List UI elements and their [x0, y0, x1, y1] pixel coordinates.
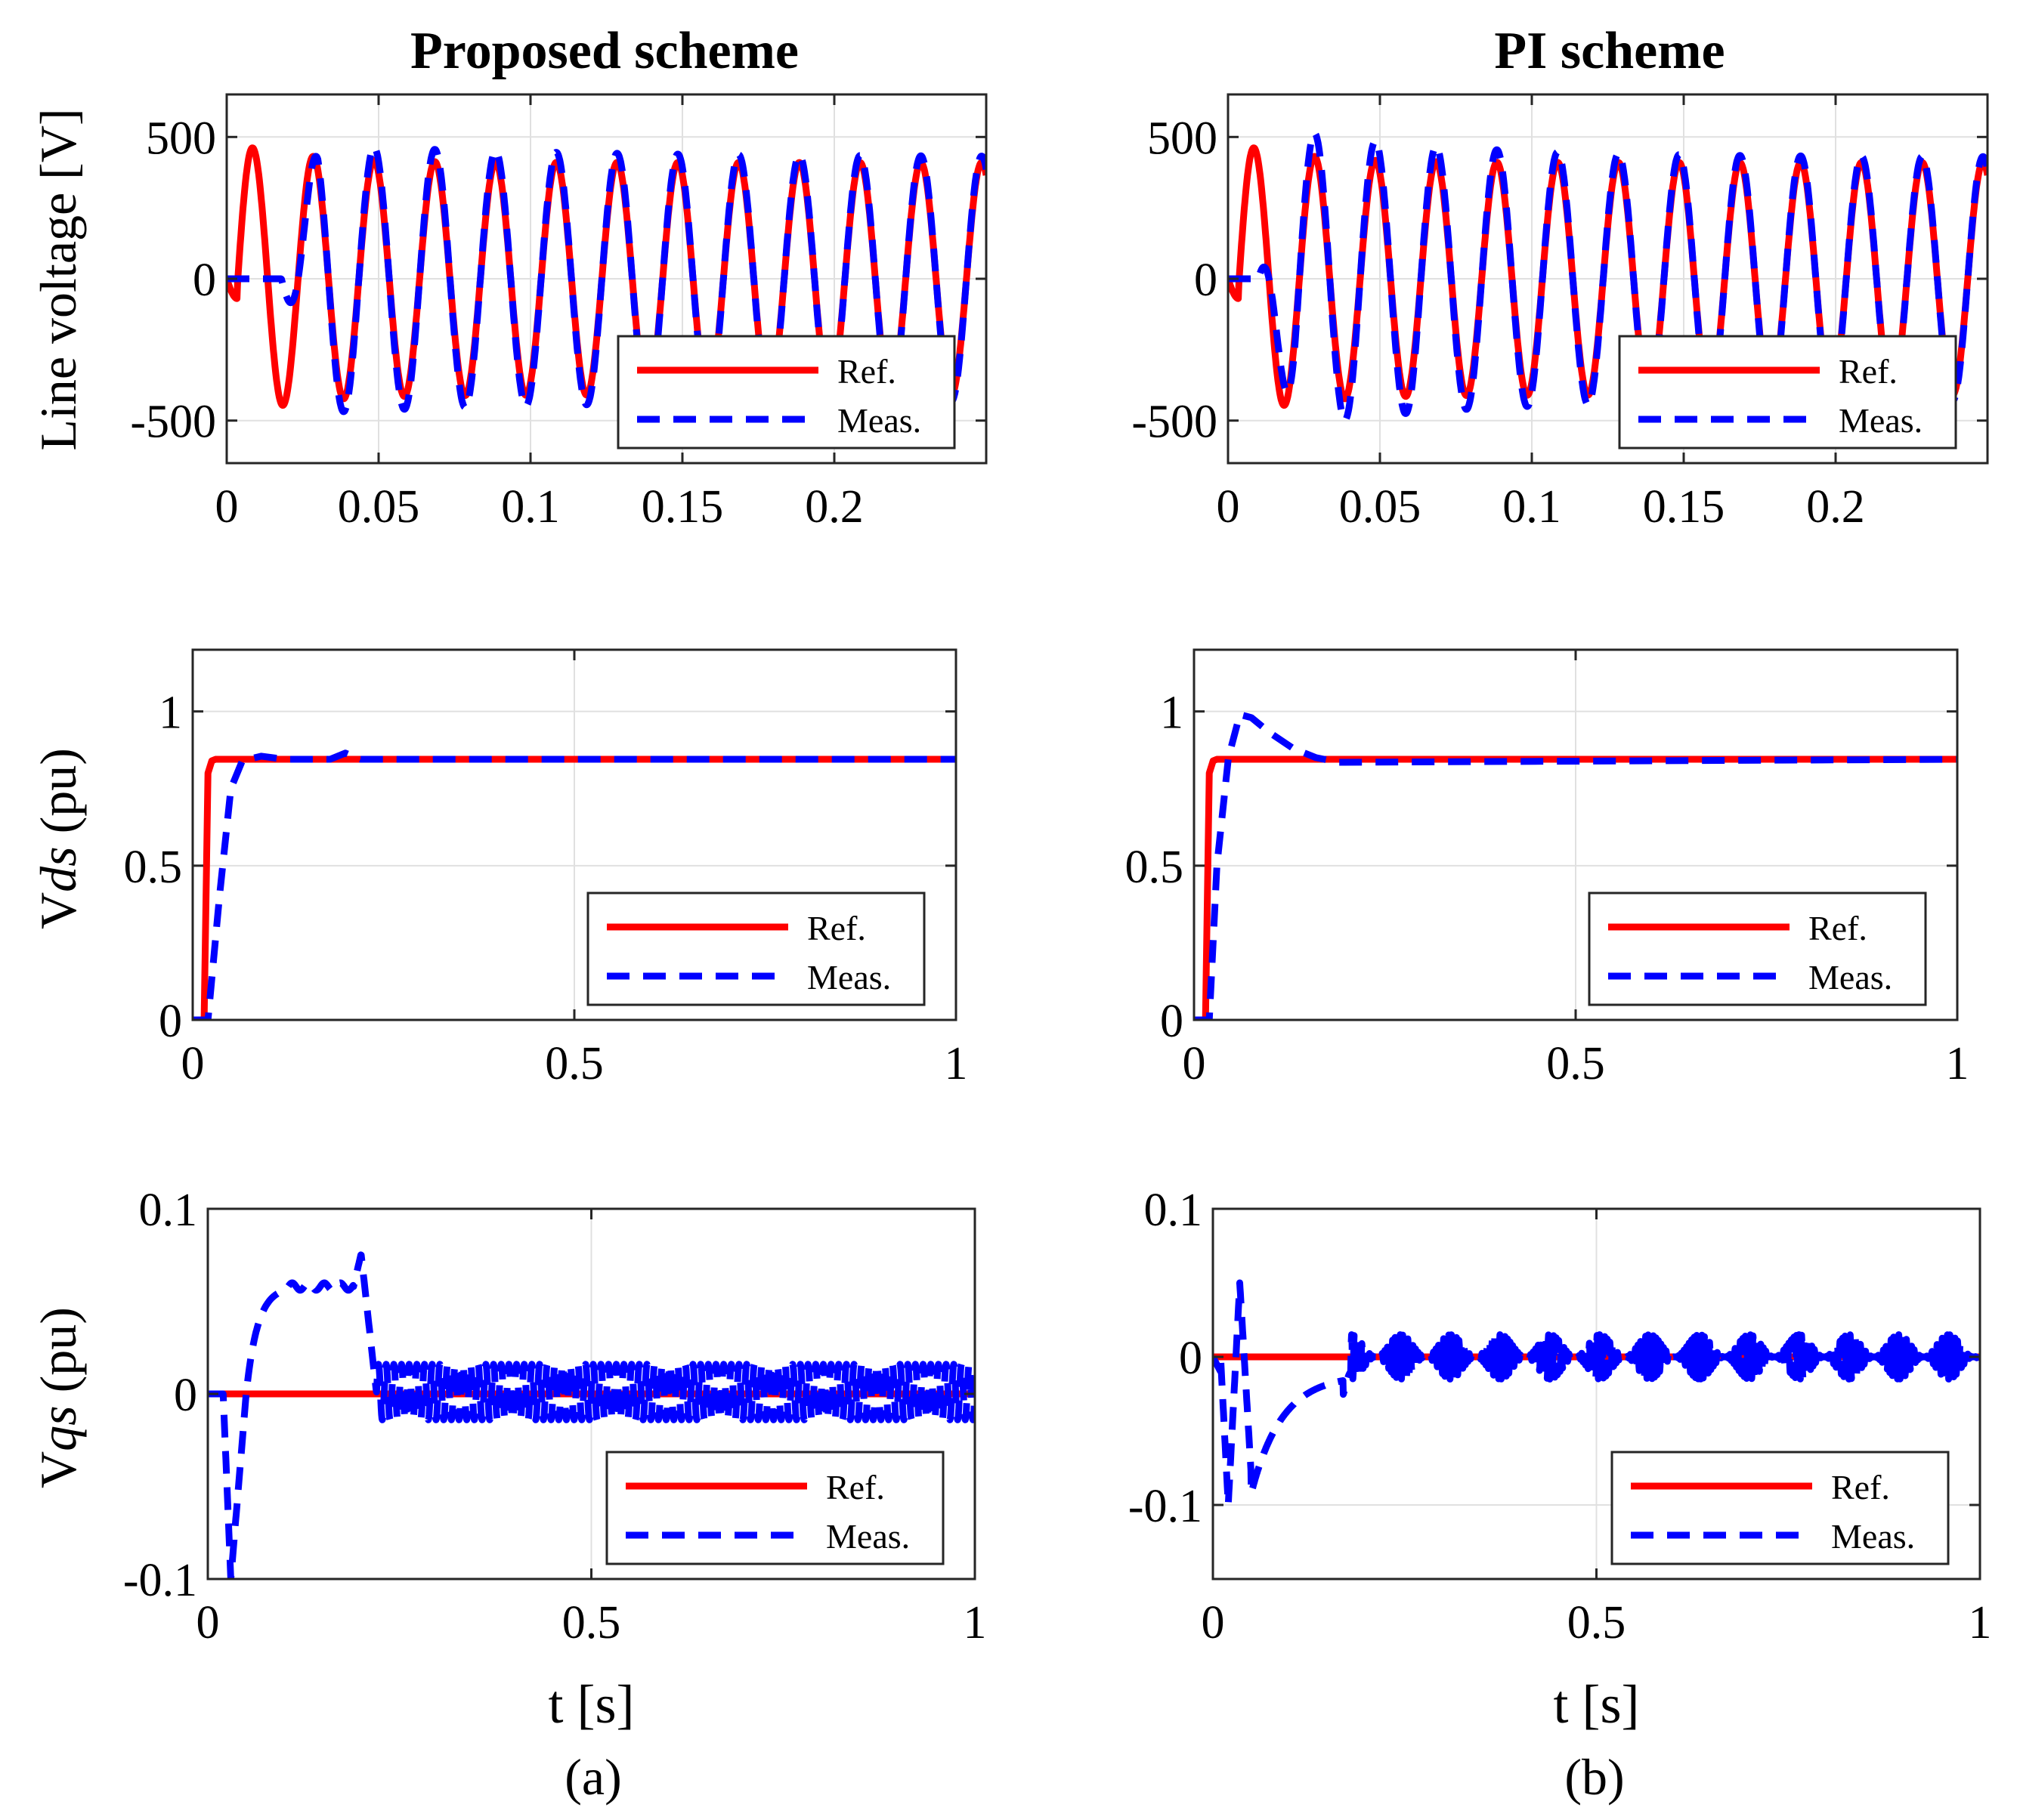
legend: Ref. Meas. [605, 1451, 945, 1565]
y-tick-label: 0 [1160, 996, 1183, 1047]
chart-a-vqs: 0 0.5 1-0.100.1t [s]Ref.Meas. [123, 1185, 987, 1735]
x-tick-label: 0 [181, 1038, 205, 1089]
chart-a-vds: 0 0.5 1 0 0.5 1 Ref. Meas. [124, 648, 968, 1089]
series-group [193, 749, 956, 1020]
x-axis-label: t [s] [549, 1674, 635, 1735]
legend-label-ref: Ref. [1831, 1468, 1890, 1506]
y-tick-label: 0 [1179, 1333, 1202, 1384]
x-tick-label: 0 [215, 481, 239, 533]
y-tick-label: 1 [1160, 688, 1183, 739]
y-tick-label: 0.5 [124, 842, 183, 893]
y-tick-label: 0.1 [1144, 1185, 1203, 1236]
x-tick-label: 0.2 [1806, 481, 1865, 533]
x-tick-label: 0.05 [1339, 481, 1421, 533]
legend: Ref. Meas. [1588, 891, 1927, 1006]
legend-box [1588, 891, 1927, 1006]
y-tick-label: -500 [130, 397, 216, 448]
x-tick-label: 0.15 [1643, 481, 1725, 533]
legend-label-meas: Meas. [826, 1517, 910, 1556]
x-tick-label: 0.5 [1546, 1038, 1605, 1089]
y-tick-label: 500 [146, 113, 216, 164]
legend: Ref. Meas. [1618, 335, 1957, 450]
y-tick-label: 0 [1194, 255, 1217, 306]
x-tick-label: 0.5 [545, 1038, 604, 1089]
y-tick-label: 0.5 [1125, 842, 1184, 893]
x-tick-label: 0.1 [1502, 481, 1561, 533]
y-label-line-voltage: Line voltage [V] [29, 108, 87, 450]
y-tick-label: -0.1 [1128, 1481, 1202, 1532]
sub-label-a: (a) [565, 1748, 621, 1806]
x-tick-label: 1 [945, 1038, 968, 1089]
series-group [1228, 130, 1988, 424]
series-group [227, 144, 986, 416]
legend: Ref. Meas. [586, 891, 926, 1006]
x-tick-label: 0.5 [1567, 1597, 1626, 1649]
y-label-vds: Vds (pu) [29, 748, 87, 929]
x-tick-label: 1 [964, 1597, 987, 1649]
sub-label-b: (b) [1564, 1748, 1624, 1806]
legend-box [586, 891, 926, 1006]
x-tick-label: 0 [1202, 1597, 1225, 1649]
series-group [208, 1251, 975, 1579]
x-tick-label: 0.15 [642, 481, 724, 533]
series-group [1194, 711, 1957, 1020]
y-tick-label: 0 [193, 255, 216, 306]
legend-label-meas: Meas. [837, 401, 921, 440]
series-group [1213, 1279, 1980, 1509]
y-tick-label: -500 [1131, 397, 1217, 448]
legend-box [617, 335, 956, 450]
series-line-meas [208, 1251, 975, 1579]
legend-box [605, 1451, 945, 1565]
x-axis-label: t [s] [1554, 1674, 1640, 1735]
legend-label-ref: Ref. [826, 1468, 885, 1506]
column-title-b: PI scheme [1494, 22, 1725, 80]
legend-box [1610, 1451, 1950, 1565]
legend-box [1618, 335, 1957, 450]
chart-b-vds: 0 0.5 1 0 0.5 1 Ref. Meas. [1125, 648, 1969, 1089]
series-line-meas [1213, 1279, 1980, 1509]
legend-label-ref: Ref. [1839, 352, 1898, 391]
legend-label-ref: Ref. [807, 909, 866, 947]
legend: Ref. Meas. [1610, 1451, 1950, 1565]
x-tick-label: 1 [1969, 1597, 1992, 1649]
legend-label-meas: Meas. [1839, 401, 1923, 440]
y-tick-label: 0 [159, 996, 182, 1047]
x-tick-label: 0.5 [562, 1597, 621, 1649]
chart-b-vqs: 0 0.5 1 -0.1 0 0.1 t [s] Ref. Meas. [1128, 1185, 1992, 1735]
series-line-meas [227, 144, 986, 416]
series-line-meas [1194, 711, 1957, 1020]
chart-a-line-voltage: 0 0.05 0.1 0.15 0.2 -500 0 500 Ref. Meas. [130, 93, 988, 533]
legend-label-meas: Meas. [807, 958, 891, 997]
y-tick-label: 0 [174, 1370, 197, 1421]
x-tick-label: 0.05 [338, 481, 420, 533]
y-tick-label: -0.1 [123, 1555, 197, 1606]
y-tick-label: 1 [159, 688, 182, 739]
x-tick-label: 1 [1946, 1038, 1969, 1089]
series-line-meas [193, 749, 956, 1020]
legend-label-ref: Ref. [837, 352, 896, 391]
x-tick-label: 0 [1183, 1038, 1206, 1089]
y-tick-label: 0.1 [139, 1185, 198, 1236]
legend: Ref. Meas. [617, 335, 956, 450]
legend-label-meas: Meas. [1831, 1517, 1915, 1556]
x-tick-label: 0.1 [501, 481, 560, 533]
legend-label-meas: Meas. [1808, 958, 1892, 997]
x-tick-label: 0 [1217, 481, 1240, 533]
legend-label-ref: Ref. [1808, 909, 1867, 947]
x-tick-label: 0.2 [805, 481, 864, 533]
y-tick-label: 500 [1147, 113, 1217, 164]
column-title-a: Proposed scheme [410, 22, 799, 80]
y-label-vqs: Vqs (pu) [29, 1307, 87, 1488]
x-tick-label: 0 [196, 1597, 220, 1649]
